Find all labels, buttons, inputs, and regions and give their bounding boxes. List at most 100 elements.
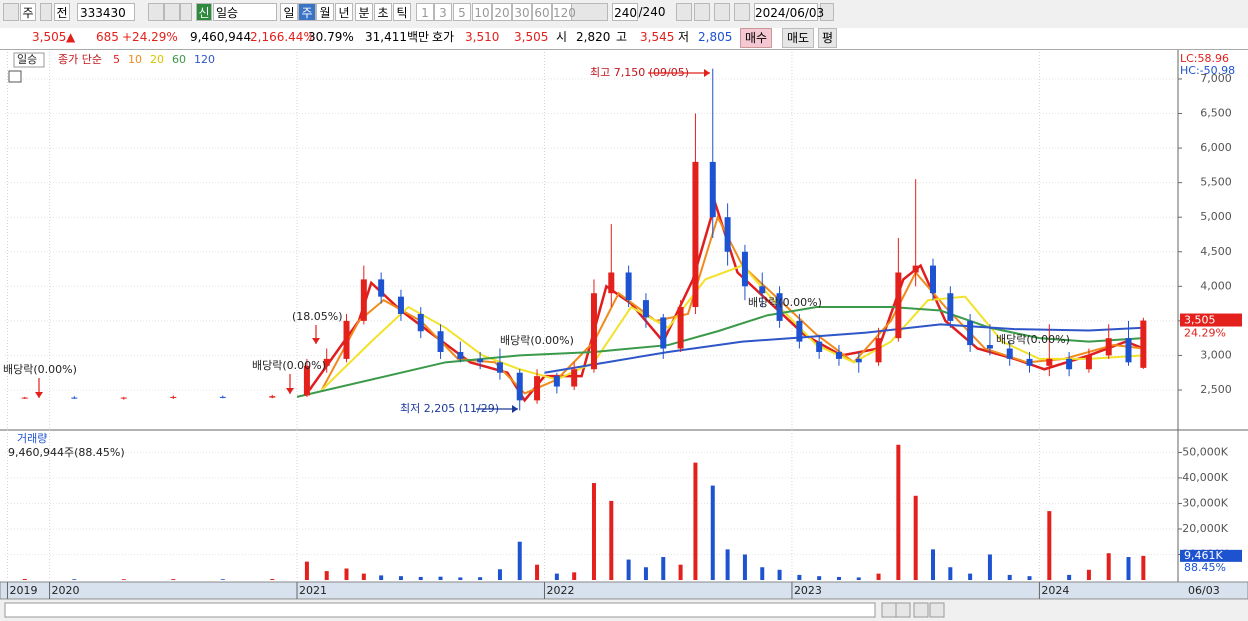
scroll-track <box>4 602 876 618</box>
y-tick-label: 4,500 <box>1200 245 1232 258</box>
toolbar-item[interactable]: 주 <box>298 3 316 21</box>
toolbar-item[interactable]: 240 <box>612 3 638 21</box>
x-tick-label: 2020 <box>52 584 80 597</box>
candle-body <box>219 396 226 398</box>
candle-body <box>437 331 444 352</box>
volume-bar <box>304 561 309 580</box>
scroll-button[interactable] <box>881 602 897 618</box>
candle-body <box>496 362 503 373</box>
legend-entry: 120 <box>194 53 215 66</box>
volume-bar <box>361 573 366 580</box>
toolbar-item[interactable]: 60 <box>532 3 552 21</box>
toolbar-item[interactable]: /240 <box>638 5 666 19</box>
candle-body <box>534 376 541 401</box>
toolbar-item[interactable]: 신 <box>196 3 212 21</box>
annotation: 배당락(0.00%) <box>500 334 574 347</box>
toolbar-item[interactable]: 월 <box>316 3 334 21</box>
quote-item: 3,505 <box>514 30 549 44</box>
volume-bar <box>1141 555 1146 580</box>
volume-bar <box>220 579 225 580</box>
volume-bar <box>458 577 463 580</box>
price-tag-label: 3,505 <box>1184 314 1216 327</box>
quote-item: ▲ <box>66 30 76 44</box>
change-label: 24.29% <box>1184 327 1226 340</box>
toolbar-item[interactable]: 120 <box>552 3 576 21</box>
toolbar-item[interactable]: 2024/06/03 <box>754 3 824 21</box>
candle-body <box>692 161 699 308</box>
toolbar-item[interactable]: 틱 <box>393 3 411 21</box>
volume-bar <box>478 577 483 580</box>
tool-button[interactable] <box>694 3 710 21</box>
hc-label: HC:-50.98 <box>1180 64 1235 77</box>
tool-button[interactable] <box>180 3 192 21</box>
toolbar-item[interactable]: 30 <box>512 3 532 21</box>
y-tick-label: 3,000 <box>1200 348 1232 361</box>
toolbar-item[interactable]: 년 <box>335 3 353 21</box>
volume-bar <box>725 549 730 580</box>
volume-bar <box>1067 574 1072 580</box>
quote-item[interactable]: 매수 <box>740 28 773 48</box>
tool-button[interactable] <box>164 3 180 21</box>
tool-button[interactable] <box>734 3 750 21</box>
quote-item: 685 <box>96 30 119 44</box>
y-tick-label: 6,000 <box>1200 141 1232 154</box>
arrow-head <box>704 69 710 77</box>
volume-bar <box>760 567 765 580</box>
quote-item[interactable]: 평 <box>818 28 838 48</box>
toolbar-item[interactable]: 초 <box>374 3 392 21</box>
volume-bar <box>379 575 384 580</box>
scroll-button[interactable] <box>929 602 945 618</box>
candle-body <box>553 376 560 387</box>
toolbar-item[interactable]: 주 <box>20 3 36 21</box>
toolbar-item[interactable]: 일승 <box>213 3 277 21</box>
tool-button[interactable] <box>676 3 692 21</box>
tool-button[interactable] <box>3 3 19 21</box>
toolbar-item[interactable]: 5 <box>453 3 471 21</box>
candle-body <box>1140 320 1147 368</box>
quote-item: 31,411백만 <box>365 30 430 44</box>
quote-item: 호가 <box>432 30 455 44</box>
candle-body <box>660 317 667 349</box>
volume-bar <box>817 576 822 580</box>
x-tick-label: 2022 <box>546 584 574 597</box>
volume-bar <box>324 571 329 580</box>
tool-button[interactable] <box>148 3 164 21</box>
volume-bar <box>913 495 918 580</box>
tool-button[interactable] <box>40 3 52 21</box>
toolbar-item[interactable]: 일 <box>280 3 298 21</box>
volume-bar <box>497 569 502 580</box>
candle-body <box>677 307 684 349</box>
toolbar-item[interactable]: 20 <box>492 3 512 21</box>
quote-item: 3,505 <box>32 30 67 44</box>
volume-bar <box>896 444 901 580</box>
tool-button[interactable] <box>714 3 730 21</box>
volume-bar <box>418 576 423 580</box>
toolbar-item[interactable]: 분 <box>355 3 373 21</box>
scroll-button[interactable] <box>895 602 911 618</box>
volume-bar <box>836 576 841 580</box>
volume-bar <box>931 549 936 580</box>
tool-icon[interactable] <box>8 70 22 83</box>
x-tick-label: 2023 <box>794 584 822 597</box>
toolbar-item[interactable]: 3 <box>434 3 452 21</box>
y-tick-label: 7,000 <box>1200 72 1232 85</box>
candle-body <box>1066 358 1073 370</box>
y-tick-label: 2,500 <box>1200 383 1232 396</box>
candle-body <box>477 358 484 363</box>
toolbar-item[interactable]: 1 <box>416 3 434 21</box>
quote-item[interactable]: 매도 <box>782 28 815 48</box>
toolbar: 주 전 333430 신 일승 일 주 월 년 분 초 틱 1 3 5 10 20 30 60 120 240/240 2… <box>0 0 1248 29</box>
volume-bar <box>777 569 782 580</box>
volume-bar <box>554 573 559 580</box>
toolbar-item[interactable]: 전 <box>54 3 70 21</box>
legend-entry: 10 <box>128 53 142 66</box>
candle-body <box>875 338 882 363</box>
toolbar-item[interactable]: 10 <box>472 3 492 21</box>
quote-item: 30.79% <box>308 30 354 44</box>
y-tick-label: 5,500 <box>1200 176 1232 189</box>
ma-line <box>544 323 1144 374</box>
toolbar-item[interactable]: 333430 <box>77 3 135 21</box>
tool-button[interactable] <box>820 3 834 21</box>
scroll-button[interactable] <box>913 602 929 618</box>
volume-bar <box>1047 511 1052 580</box>
